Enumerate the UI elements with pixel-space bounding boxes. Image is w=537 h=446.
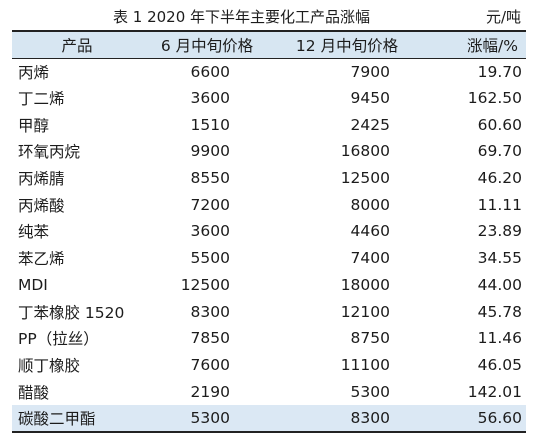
cell-june-price: 7200 <box>190 195 230 214</box>
cell-june-price: 8550 <box>190 169 230 188</box>
cell-product: 丙烯腈 <box>18 170 65 189</box>
cell-june-price: 5500 <box>190 249 230 268</box>
cell-product: 丙烯酸 <box>18 196 65 215</box>
cell-june-price: 6600 <box>190 62 230 81</box>
cell-change-percent: 60.60 <box>477 115 522 134</box>
cell-change-percent: 11.46 <box>477 329 522 348</box>
cell-december-price: 9450 <box>350 89 390 108</box>
cell-product: 甲醇 <box>18 116 50 135</box>
table-row: 顺丁橡胶 7600 11100 46.05 <box>12 352 526 379</box>
header-product: 产品 <box>61 36 93 55</box>
cell-december-price: 18000 <box>340 275 390 294</box>
unit-label: 元/吨 <box>485 8 521 26</box>
cell-december-price: 7400 <box>350 249 390 268</box>
header-june-price: 6 月中旬价格 <box>160 36 254 55</box>
table-row: 丁二烯 3600 9450 162.50 <box>12 85 526 112</box>
cell-june-price: 1510 <box>190 115 230 134</box>
cell-change-percent: 46.05 <box>477 355 522 374</box>
cell-change-percent: 11.11 <box>477 195 522 214</box>
table-row: 丙烯酸 7200 8000 11.11 <box>12 191 526 218</box>
table-caption: 表 1 2020 年下半年主要化工产品涨幅 元/吨 <box>0 0 537 30</box>
cell-june-price: 2190 <box>190 382 230 401</box>
cell-product: 顺丁橡胶 <box>18 356 81 375</box>
cell-december-price: 4460 <box>350 222 390 241</box>
table-row: 纯苯 3600 4460 23.89 <box>12 218 526 245</box>
cell-product: MDI <box>18 275 48 294</box>
cell-change-percent: 46.20 <box>477 169 522 188</box>
cell-product: 环氧丙烷 <box>18 143 81 162</box>
table-body: 丙烯 6600 7900 19.70 丁二烯 3600 9450 162.50 甲醇 1510 24… <box>12 58 526 432</box>
cell-june-price: 12500 <box>180 275 230 294</box>
cell-change-percent: 162.50 <box>467 89 522 108</box>
cell-december-price: 2425 <box>350 115 390 134</box>
cell-december-price: 8750 <box>350 329 390 348</box>
cell-product: 丙烯 <box>18 63 50 82</box>
cell-june-price: 7850 <box>190 329 230 348</box>
table-row: PP（拉丝） 7850 8750 11.46 <box>12 325 526 352</box>
table-row: 甲醇 1510 2425 60.60 <box>12 111 526 138</box>
cell-change-percent: 45.78 <box>477 302 522 321</box>
cell-change-percent: 56.60 <box>477 408 522 427</box>
cell-june-price: 9900 <box>190 142 230 161</box>
cell-product: 丁二烯 <box>18 90 65 109</box>
cell-december-price: 12100 <box>340 302 390 321</box>
cell-product: PP（拉丝） <box>18 330 99 349</box>
cell-december-price: 16800 <box>340 142 390 161</box>
cell-change-percent: 23.89 <box>477 222 522 241</box>
cell-product: 醋酸 <box>18 383 50 402</box>
cell-december-price: 11100 <box>340 355 390 374</box>
cell-change-percent: 142.01 <box>467 382 522 401</box>
table-header: 产品 6 月中旬价格 12 月中旬价格 涨幅/% <box>12 31 526 58</box>
price-change-table: 产品 6 月中旬价格 12 月中旬价格 涨幅/% 丙烯 6600 7900 19.70… <box>12 30 526 433</box>
cell-june-price: 3600 <box>190 222 230 241</box>
table-row: 环氧丙烷 9900 16800 69.70 <box>12 138 526 165</box>
cell-december-price: 8000 <box>350 195 390 214</box>
header-row: 产品 6 月中旬价格 12 月中旬价格 涨幅/% <box>12 31 526 58</box>
cell-june-price: 5300 <box>190 408 230 427</box>
cell-change-percent: 44.00 <box>477 275 522 294</box>
cell-june-price: 8300 <box>190 302 230 321</box>
table-row: 苯乙烯 5500 7400 34.55 <box>12 245 526 272</box>
cell-change-percent: 19.70 <box>477 62 522 81</box>
table-row: 醋酸 2190 5300 142.01 <box>12 378 526 405</box>
cell-product: 苯乙烯 <box>18 250 65 269</box>
cell-change-percent: 34.55 <box>477 249 522 268</box>
cell-december-price: 8300 <box>350 408 390 427</box>
cell-product: 丁苯橡胶 1520 <box>18 303 125 322</box>
cell-product: 纯苯 <box>18 223 50 242</box>
cell-june-price: 7600 <box>190 355 230 374</box>
cell-change-percent: 69.70 <box>477 142 522 161</box>
table-row-highlighted: 碳酸二甲酯 5300 8300 56.60 <box>12 404 526 432</box>
header-december-price: 12 月中旬价格 <box>295 36 399 55</box>
cell-product: 碳酸二甲酯 <box>18 409 96 428</box>
cell-june-price: 3600 <box>190 89 230 108</box>
cell-december-price: 5300 <box>350 382 390 401</box>
table-row: 丙烯 6600 7900 19.70 <box>12 58 526 85</box>
header-change-percent: 涨幅/% <box>467 36 518 55</box>
table-row: MDI 12500 18000 44.00 <box>12 272 526 299</box>
cell-december-price: 12500 <box>340 169 390 188</box>
cell-december-price: 7900 <box>350 62 390 81</box>
table-row: 丙烯腈 8550 12500 46.20 <box>12 165 526 192</box>
table-row: 丁苯橡胶 1520 8300 12100 45.78 <box>12 298 526 325</box>
table-title: 表 1 2020 年下半年主要化工产品涨幅 <box>113 8 371 26</box>
